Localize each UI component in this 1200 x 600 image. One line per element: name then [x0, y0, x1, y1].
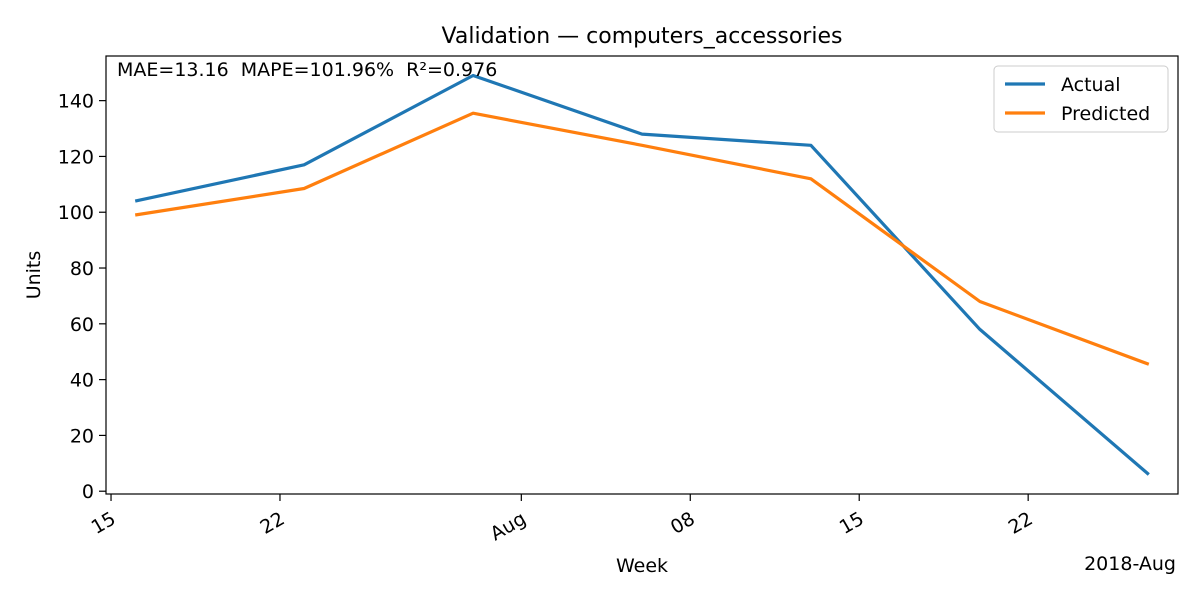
x-axis-label: Week	[616, 555, 668, 577]
y-tick-label: 120	[58, 146, 94, 168]
metrics-annotation: MAE=13.16 MAPE=101.96% R²=0.976	[117, 59, 497, 81]
y-tick-label: 40	[70, 370, 94, 392]
y-tick-label: 0	[82, 481, 94, 503]
chart-title: Validation — computers_accessories	[442, 24, 843, 49]
y-tick-label: 80	[70, 258, 94, 280]
y-tick-label: 140	[58, 91, 94, 113]
series-line-predicted	[134, 111, 1150, 366]
plot-frame	[105, 55, 1179, 495]
series-line-actual	[134, 73, 1150, 476]
series-layer	[134, 73, 1150, 476]
y-tick-label: 20	[70, 425, 94, 447]
legend-label: Predicted	[1061, 103, 1150, 125]
y-axis-label: Units	[23, 251, 45, 300]
x-offset-label: 2018-Aug	[1084, 553, 1176, 575]
y-tick-label: 100	[58, 202, 94, 224]
legend: Actual Predicted	[993, 65, 1169, 133]
y-tick-label: 60	[70, 314, 94, 336]
legend-label: Actual	[1061, 74, 1121, 96]
y-axis: 0 20 40 60 80 100 120 140	[58, 91, 106, 503]
